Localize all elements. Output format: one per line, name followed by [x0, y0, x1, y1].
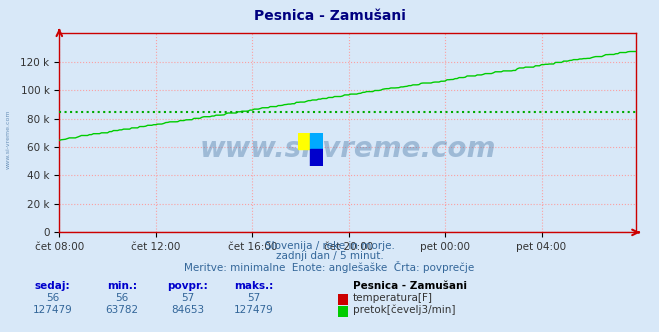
Text: temperatura[F]: temperatura[F] — [353, 293, 432, 303]
Bar — [310, 133, 323, 149]
Bar — [310, 149, 323, 166]
Text: pretok[čevelj3/min]: pretok[čevelj3/min] — [353, 305, 455, 315]
Text: www.si-vreme.com: www.si-vreme.com — [200, 135, 496, 163]
Text: Meritve: minimalne  Enote: anglešaške  Črta: povprečje: Meritve: minimalne Enote: anglešaške Črt… — [185, 261, 474, 273]
Text: 127479: 127479 — [234, 305, 273, 315]
Text: zadnji dan / 5 minut.: zadnji dan / 5 minut. — [275, 251, 384, 261]
Text: www.si-vreme.com: www.si-vreme.com — [6, 110, 11, 169]
Text: Pesnica - Zamušani: Pesnica - Zamušani — [353, 281, 467, 290]
Text: 127479: 127479 — [33, 305, 72, 315]
Bar — [298, 133, 310, 149]
Text: maks.:: maks.: — [234, 281, 273, 290]
Text: 57: 57 — [181, 293, 194, 303]
Text: min.:: min.: — [107, 281, 137, 290]
Text: 63782: 63782 — [105, 305, 138, 315]
Text: Slovenija / reke in morje.: Slovenija / reke in morje. — [264, 241, 395, 251]
Text: povpr.:: povpr.: — [167, 281, 208, 290]
Text: Pesnica - Zamušani: Pesnica - Zamušani — [254, 9, 405, 23]
Text: 57: 57 — [247, 293, 260, 303]
Text: sedaj:: sedaj: — [35, 281, 71, 290]
Text: 56: 56 — [46, 293, 59, 303]
Text: 84653: 84653 — [171, 305, 204, 315]
Text: 56: 56 — [115, 293, 129, 303]
